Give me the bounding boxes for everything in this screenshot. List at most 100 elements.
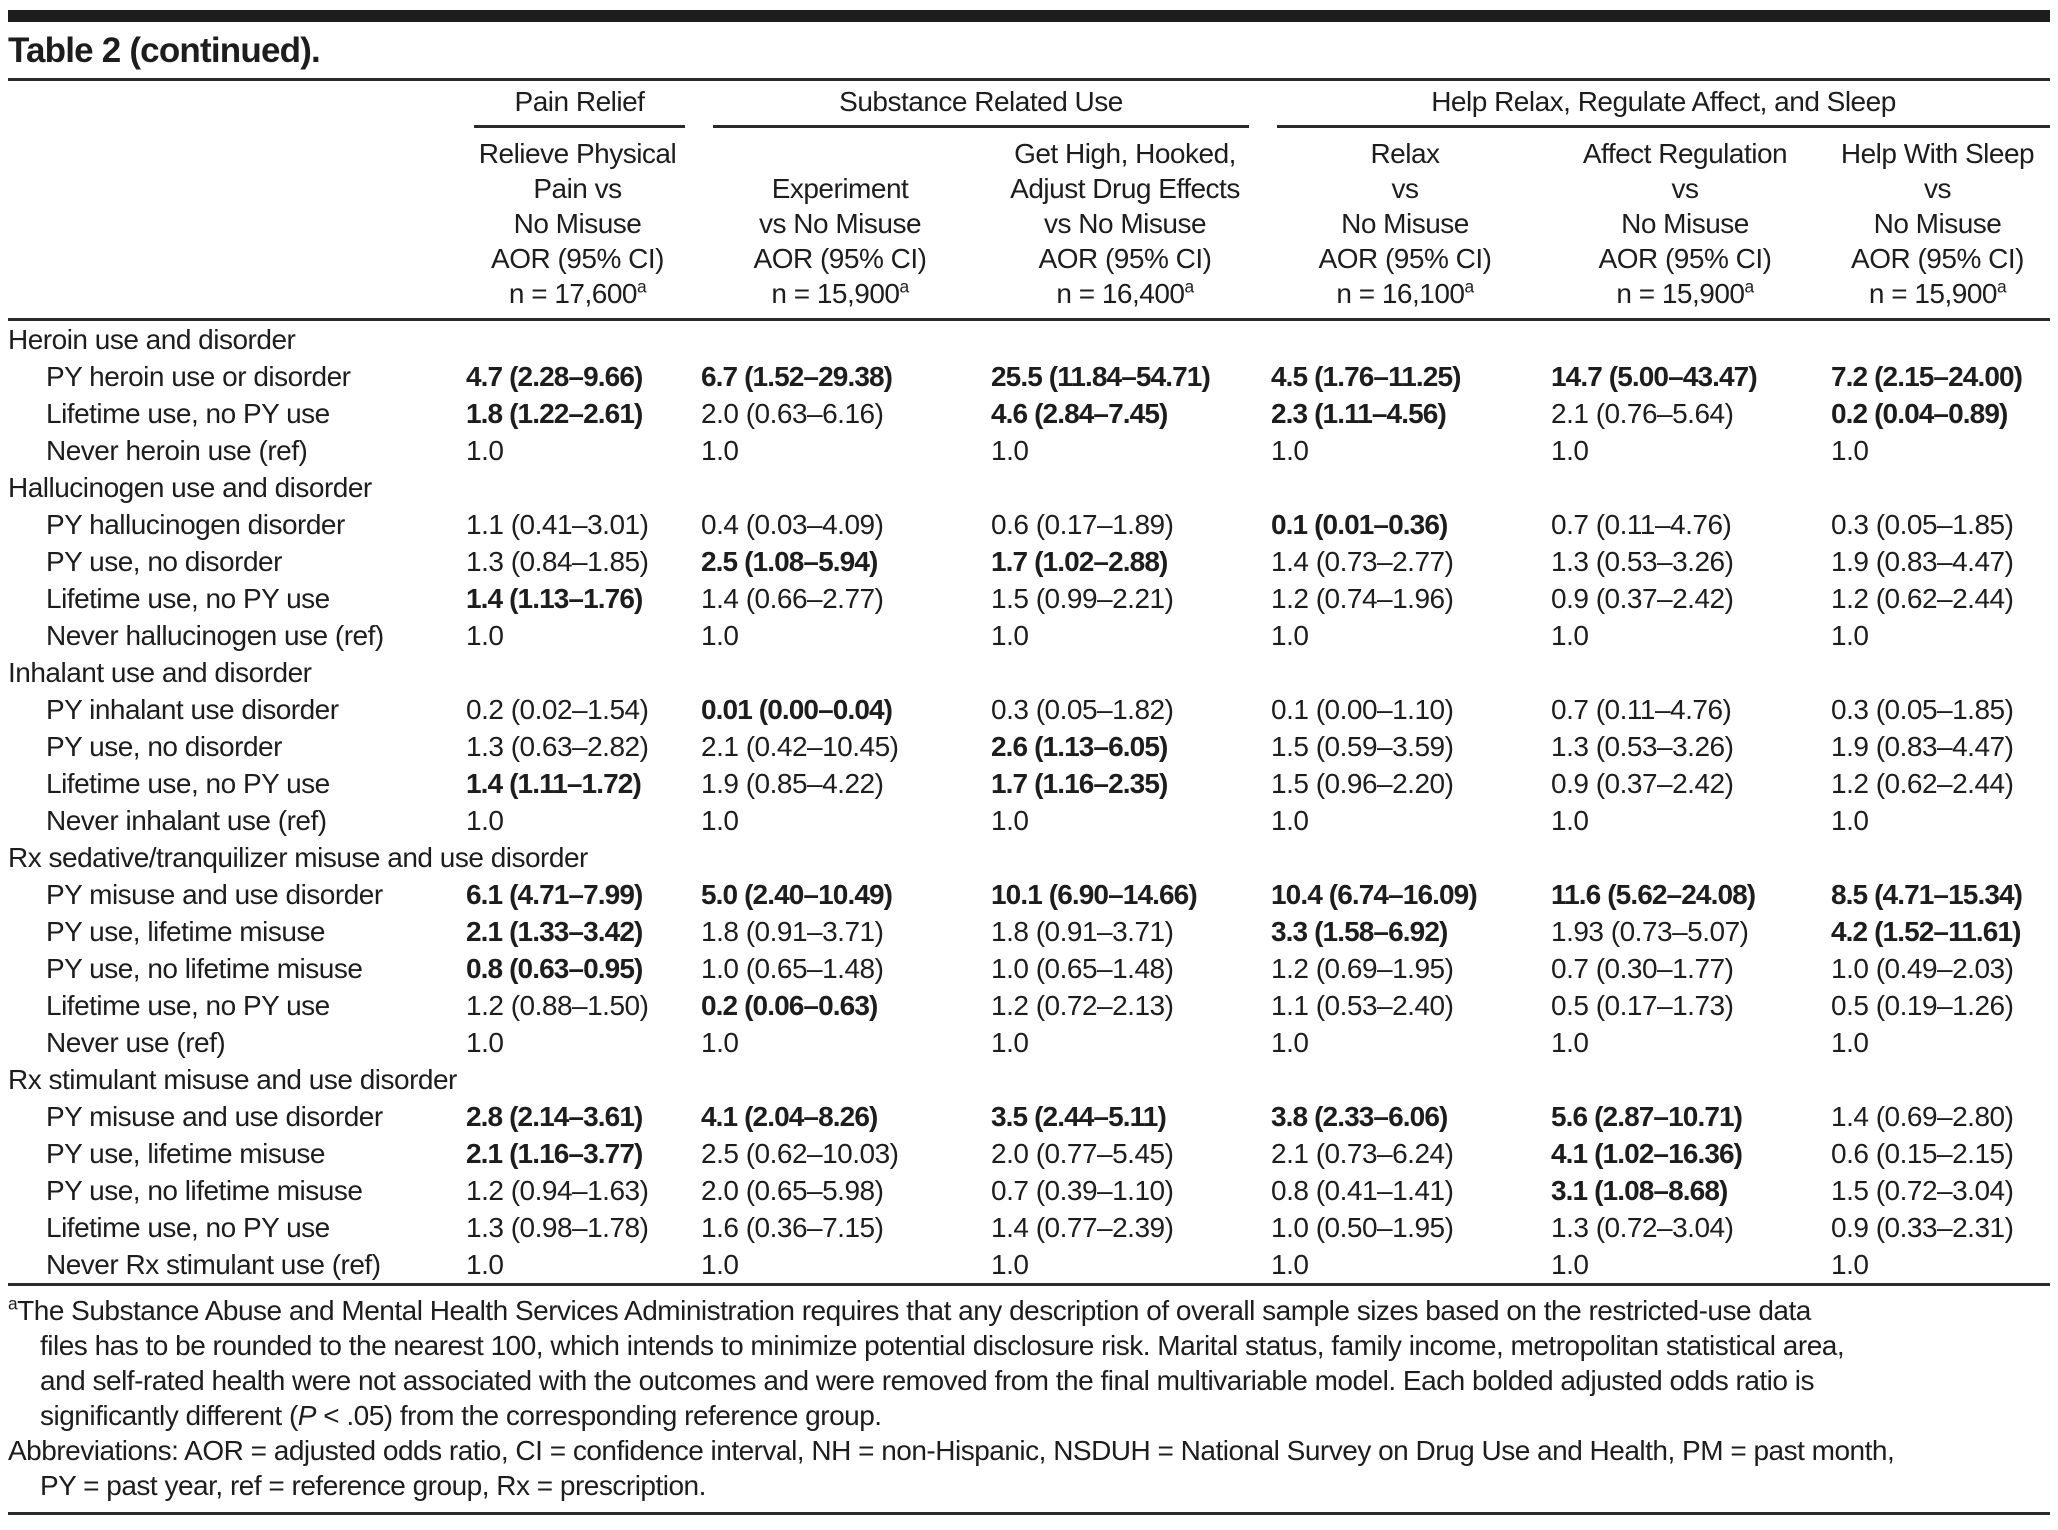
aor-cell: 2.1 (1.33–3.42): [466, 916, 643, 947]
footnote-a: aThe Substance Abuse and Mental Health S…: [8, 1293, 2050, 1433]
aor-cell: 0.01 (0.00–0.04): [701, 694, 893, 725]
column-group-label: Pain Relief: [474, 86, 685, 128]
aor-cell: 2.1 (1.16–3.77): [466, 1138, 643, 1169]
row-label: PY use, lifetime misuse: [46, 1138, 326, 1169]
column-header-text: Help With Sleep vs No Misuse AOR (95% CI…: [1840, 138, 2035, 274]
aor-cell: 1.0: [466, 805, 504, 836]
table-title: Table 2 (continued).: [8, 31, 321, 70]
table-row: Never inhalant use (ref) 1.0 1.0 1.0 1.0 1.0 1…: [8, 802, 2050, 839]
aor-cell: 2.0 (0.77–5.45): [991, 1138, 1174, 1169]
table-row: Never heroin use (ref) 1.0 1.0 1.0 1.0 1.0 1.0: [8, 432, 2050, 469]
table-row: Lifetime use, no PY use 1.8 (1.22–2.61) 2.…: [8, 395, 2050, 432]
row-label: Lifetime use, no PY use: [46, 398, 330, 429]
aor-cell: 0.9 (0.33–2.31): [1831, 1212, 2014, 1243]
aor-cell: 10.1 (6.90–14.66): [991, 879, 1198, 910]
aor-cell: 1.2 (0.88–1.50): [466, 990, 649, 1021]
aor-cell: 1.9 (0.83–4.47): [1831, 546, 2014, 577]
aor-cell: 2.5 (1.08–5.94): [701, 546, 878, 577]
aor-cell: 1.0: [1831, 435, 1869, 466]
aor-cell: 2.5 (0.62–10.03): [701, 1138, 899, 1169]
aor-cell: 0.8 (0.41–1.41): [1271, 1175, 1454, 1206]
table-row: Never hallucinogen use (ref) 1.0 1.0 1.0 1.0…: [8, 617, 2050, 654]
row-label: PY use, no disorder: [46, 546, 282, 577]
table-row: Lifetime use, no PY use 1.4 (1.13–1.76) 1.…: [8, 580, 2050, 617]
aor-cell: 1.0: [701, 620, 739, 651]
aor-cell: 10.4 (6.74–16.09): [1271, 879, 1478, 910]
footnote-marker: a: [1744, 276, 1754, 297]
aor-cell: 1.0: [466, 435, 504, 466]
aor-cell: 1.4 (0.73–2.77): [1271, 546, 1454, 577]
column-header-text: Experiment vs No Misuse AOR (95% CI): [753, 173, 927, 274]
aor-cell: 1.3 (0.98–1.78): [466, 1212, 649, 1243]
aor-cell: 0.2 (0.06–0.63): [701, 990, 878, 1021]
aor-cell: 1.5 (0.99–2.21): [991, 583, 1174, 614]
column-header-experiment: Experiment vs No Misuse AOR (95% CI) n =…: [695, 128, 985, 321]
aor-cell: 4.1 (2.04–8.26): [701, 1101, 878, 1132]
row-label: Lifetime use, no PY use: [46, 768, 330, 799]
aor-cell: 4.7 (2.28–9.66): [466, 361, 643, 392]
aor-cell: 2.1 (0.76–5.64): [1551, 398, 1734, 429]
aor-cell: 2.8 (2.14–3.61): [466, 1101, 643, 1132]
aor-cell: 1.2 (0.94–1.63): [466, 1175, 649, 1206]
column-header-text: Relax vs No Misuse AOR (95% CI): [1318, 138, 1492, 274]
aor-cell: 2.3 (1.11–4.56): [1271, 398, 1447, 429]
aor-cell: 4.1 (1.02–16.36): [1551, 1138, 1743, 1169]
aor-cell: 1.2 (0.74–1.96): [1271, 583, 1454, 614]
table-row: Lifetime use, no PY use 1.2 (0.88–1.50) 0.…: [8, 987, 2050, 1024]
column-header-help-with-sleep: Help With Sleep vs No Misuse AOR (95% CI…: [1825, 128, 2050, 321]
aor-cell: 7.2 (2.15–24.00): [1831, 361, 2023, 392]
aor-cell: 1.0: [991, 1249, 1029, 1280]
aor-cell: 1.0 (0.50–1.95): [1271, 1212, 1454, 1243]
aor-cell: 0.9 (0.37–2.42): [1551, 583, 1734, 614]
row-label: Never use (ref): [46, 1027, 226, 1058]
aor-cell: 6.1 (4.71–7.99): [466, 879, 643, 910]
row-label: Lifetime use, no PY use: [46, 1212, 330, 1243]
aor-cell: 1.0: [1271, 1027, 1309, 1058]
footnote-marker: a: [8, 1293, 18, 1314]
aor-cell: 1.3 (0.72–3.04): [1551, 1212, 1734, 1243]
aor-cell: 1.4 (1.13–1.76): [466, 583, 643, 614]
aor-cell: 1.0: [1831, 1027, 1869, 1058]
aor-cell: 1.4 (0.69–2.80): [1831, 1101, 2014, 1132]
sample-size: n = 15,900a: [1868, 276, 2007, 309]
section-header: Hallucinogen use and disorder: [8, 472, 372, 503]
aor-cell: 0.6 (0.17–1.89): [991, 509, 1174, 540]
aor-cell: 1.3 (0.63–2.82): [466, 731, 649, 762]
row-label: PY misuse and use disorder: [46, 1101, 383, 1132]
section-header: Rx sedative/tranquilizer misuse and use …: [8, 842, 588, 873]
aor-cell: 1.0: [701, 435, 739, 466]
footnote-line: aThe Substance Abuse and Mental Health S…: [8, 1293, 1811, 1326]
row-label: Never Rx stimulant use (ref): [46, 1249, 381, 1280]
aor-cell: 0.7 (0.11–4.76): [1551, 509, 1732, 540]
aor-cell: 5.6 (2.87–10.71): [1551, 1101, 1743, 1132]
aor-cell: 1.0: [466, 1027, 504, 1058]
aor-cell: 8.5 (4.71–15.34): [1831, 879, 2023, 910]
aor-cell: 1.0: [701, 1027, 739, 1058]
aor-cell: 1.0: [1271, 1249, 1309, 1280]
column-header-text: Relieve Physical Pain vs No Misuse AOR (…: [478, 138, 677, 274]
footnote-abbreviations: Abbreviations: AOR = adjusted odds ratio…: [8, 1433, 2050, 1503]
column-group-help-relax-regulate-affect-sleep: Help Relax, Regulate Affect, and Sleep: [1265, 80, 2050, 128]
section-row: Hallucinogen use and disorder: [8, 469, 2050, 506]
aor-cell: 0.7 (0.30–1.77): [1551, 953, 1734, 984]
table-row: PY misuse and use disorder 6.1 (4.71–7.99…: [8, 876, 2050, 913]
row-label-column-header: [8, 80, 460, 129]
aor-cell: 1.0: [991, 805, 1029, 836]
aor-cell: 0.3 (0.05–1.82): [991, 694, 1174, 725]
aor-cell: 2.6 (1.13–6.05): [991, 731, 1168, 762]
table-row: Never Rx stimulant use (ref) 1.0 1.0 1.0 1.0…: [8, 1246, 2050, 1285]
footnote-line: Abbreviations: AOR = adjusted odds ratio…: [8, 1435, 1895, 1466]
aor-cell: 1.0 (0.49–2.03): [1831, 953, 2014, 984]
aor-cell: 1.0: [466, 620, 504, 651]
aor-cell: 1.2 (0.72–2.13): [991, 990, 1174, 1021]
aor-cell: 3.3 (1.58–6.92): [1271, 916, 1448, 947]
aor-cell: 1.4 (0.66–2.77): [701, 583, 884, 614]
column-header-relax: Relax vs No Misuse AOR (95% CI) n = 16,1…: [1265, 128, 1545, 321]
aor-cell: 11.6 (5.62–24.08): [1551, 879, 1756, 910]
footnote-line: files has to be rounded to the nearest 1…: [40, 1330, 1845, 1361]
aor-cell: 0.1 (0.00–1.10): [1271, 694, 1454, 725]
aor-cell: 0.4 (0.03–4.09): [701, 509, 884, 540]
aor-cell: 0.8 (0.63–0.95): [466, 953, 643, 984]
footnote-line: significantly different (P < .05) from t…: [40, 1400, 882, 1431]
footnote-marker: a: [1996, 276, 2007, 297]
